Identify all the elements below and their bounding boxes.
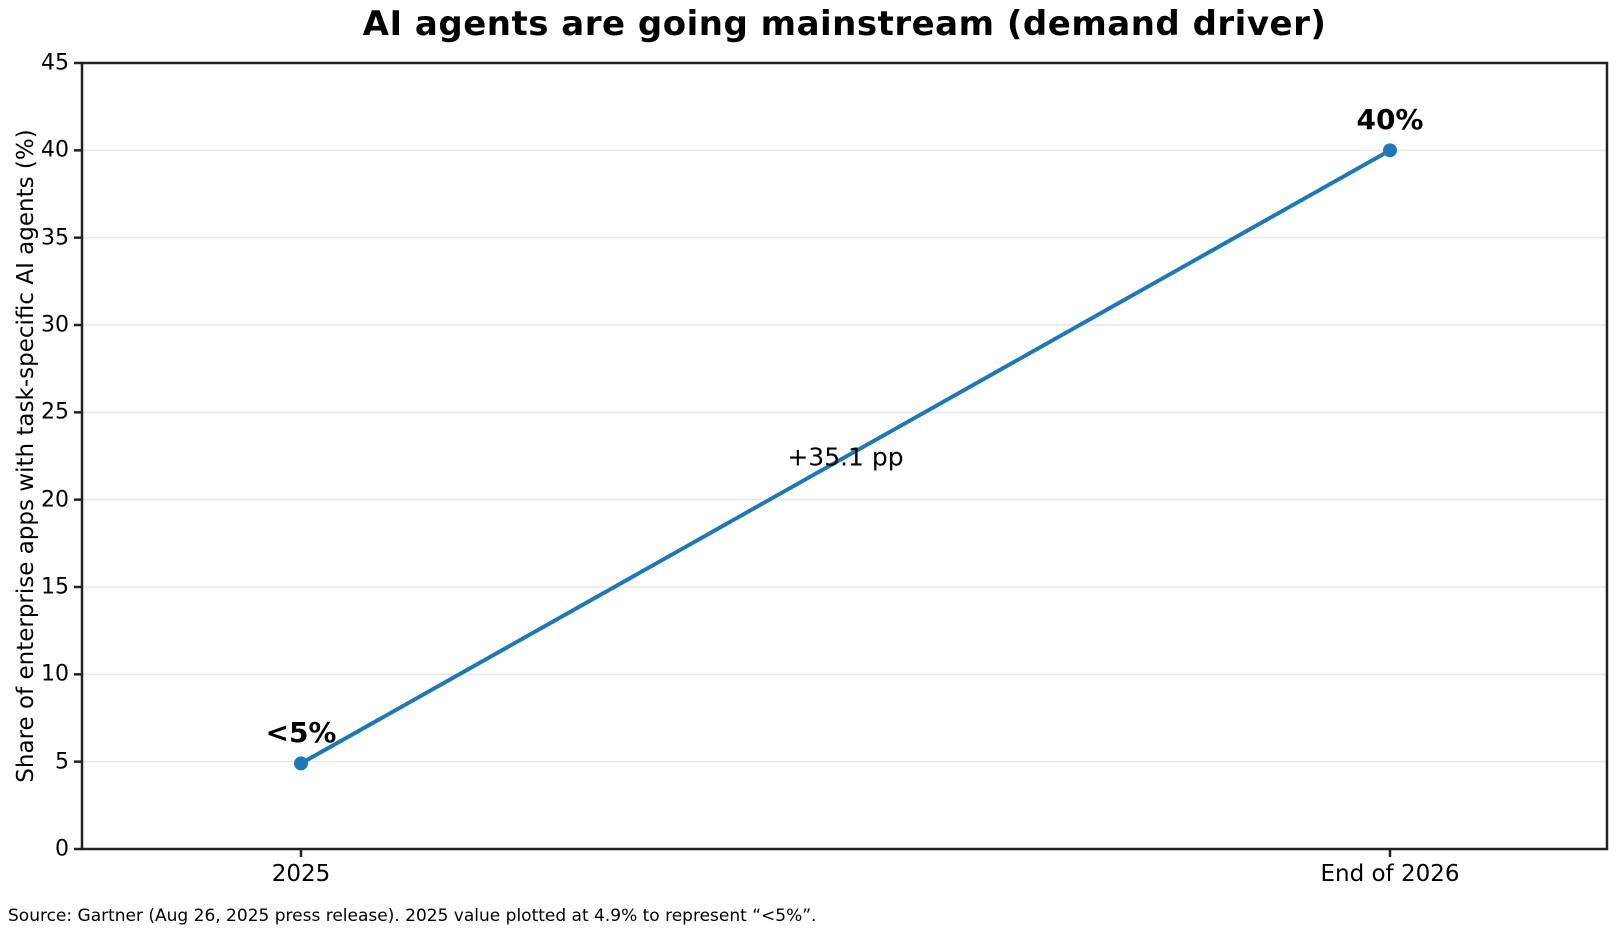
y-tick-label: 20 — [41, 487, 69, 513]
y-axis-label: Share of enterprise apps with task-speci… — [13, 129, 39, 783]
y-tick-label: 25 — [41, 399, 69, 425]
y-tick-label: 0 — [55, 836, 69, 862]
x-tick-label: End of 2026 — [1320, 861, 1460, 887]
y-tick-label: 40 — [41, 137, 69, 163]
y-tick-label: 10 — [41, 661, 69, 687]
data-point-label: <5% — [265, 716, 337, 750]
trend-line — [298, 148, 1392, 766]
data-point-label: 40% — [1356, 103, 1424, 137]
axes-spines — [80, 61, 1609, 851]
chart-title: AI agents are going mainstream (demand d… — [362, 4, 1327, 44]
y-tick-label: 5 — [55, 749, 69, 775]
x-tick-label: 2025 — [271, 861, 331, 887]
delta-annotation: +35.1 pp — [787, 442, 904, 472]
data-point-marker — [1382, 143, 1397, 158]
y-tick-label: 45 — [41, 50, 69, 76]
y-tick-label: 15 — [41, 574, 69, 600]
data-point-marker — [293, 756, 308, 771]
y-tick-label: 30 — [41, 312, 69, 338]
y-tick-label: 35 — [41, 225, 69, 251]
plot-area — [74, 61, 1609, 857]
source-note: Source: Gartner (Aug 26, 2025 press rele… — [8, 906, 817, 926]
